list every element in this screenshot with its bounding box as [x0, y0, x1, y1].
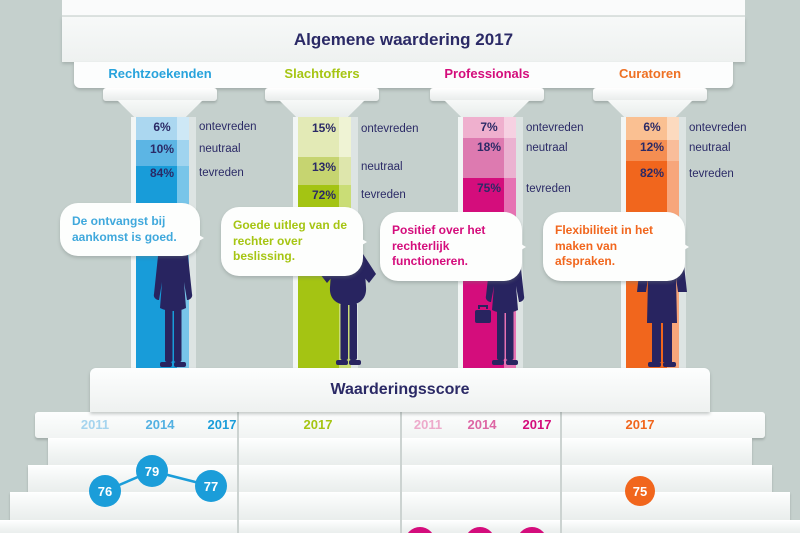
pct-label: 15%: [311, 121, 337, 135]
pillar-capital: [117, 100, 203, 117]
quote-bubble-professionals: Positief over het rechterlijk functioner…: [380, 212, 526, 281]
pct-label: 75%: [476, 181, 502, 195]
pct-label: 7%: [480, 120, 498, 134]
pillar-capital: [607, 100, 693, 117]
score-section-title: Waarderingsscore: [330, 381, 470, 398]
pct-label: 13%: [311, 160, 337, 174]
quote-text: De ontvangst bij aankomst is goed.: [72, 214, 177, 244]
year-label: 2011: [80, 417, 110, 432]
legend-label: tevreden: [199, 167, 244, 179]
pillar-capital: [430, 88, 544, 101]
pillar-capital: [265, 88, 379, 101]
pct-label: 18%: [476, 140, 502, 154]
column-divider: [560, 412, 562, 533]
top-cornice: [62, 0, 745, 17]
quote-text: Positief over het rechterlijk functioner…: [392, 223, 486, 269]
score-section-band: Waarderingsscore: [90, 368, 710, 412]
page-title: Algemene waardering 2017: [293, 30, 514, 49]
legend-label: tevreden: [689, 168, 734, 180]
bar-segment-neutraal: [621, 140, 679, 161]
legend-label: tevreden: [526, 183, 571, 195]
bar-segment-ontevreden: [131, 117, 189, 140]
pct-label: 82%: [639, 166, 665, 180]
legend-label: neutraal: [526, 142, 568, 154]
quote-bubble-slachtoffers: Goede uitleg van de rechter over besliss…: [221, 207, 367, 276]
quote-text: Goede uitleg van de rechter over besliss…: [233, 218, 348, 264]
pct-label: 6%: [643, 120, 661, 134]
pct-label: 10%: [149, 142, 175, 156]
quote-bubble-rechtzoekenden: De ontvangst bij aankomst is goed.: [60, 203, 204, 257]
year-label: 2017: [625, 417, 655, 432]
legend-label: tevreden: [361, 189, 406, 201]
pillar-capital: [444, 100, 530, 117]
bar-segment-ontevreden: [458, 117, 516, 138]
pct-label: 84%: [149, 166, 175, 180]
year-label: 2017: [303, 417, 333, 432]
column-divider: [237, 412, 239, 533]
quote-bubble-curatoren: Flexibiliteit in het maken van afspraken…: [543, 212, 689, 281]
person-silhouette-rechtzoekende: [144, 221, 200, 368]
column-title-rechtzoekenden: Rechtzoekenden: [108, 66, 212, 81]
pillar-capital: [593, 88, 707, 101]
pillar-capital: [103, 88, 217, 101]
bar-segment-ontevreden: [621, 117, 679, 140]
names-band: [74, 62, 733, 88]
legend-label: neutraal: [361, 161, 403, 173]
column-divider: [400, 412, 402, 533]
legend-label: neutraal: [689, 142, 731, 154]
legend-label: ontevreden: [526, 122, 584, 134]
legend-label: ontevreden: [361, 123, 419, 135]
legend-label: neutraal: [199, 143, 241, 155]
year-label: 2014: [467, 417, 497, 432]
year-label: 2017: [207, 417, 237, 432]
title-band: Algemene waardering 2017: [62, 17, 745, 62]
column-title-slachtoffers: Slachtoffers: [284, 66, 360, 81]
pct-label: 72%: [311, 188, 337, 202]
legend-label: ontevreden: [689, 122, 747, 134]
pillar-capital: [279, 100, 365, 117]
pct-label: 6%: [153, 120, 171, 134]
year-label: 2017: [522, 417, 552, 432]
pct-label: 12%: [639, 140, 665, 154]
legend-label: ontevreden: [199, 121, 257, 133]
year-label: 2011: [413, 417, 443, 432]
column-title-professionals: Professionals: [444, 66, 530, 81]
year-label: 2014: [145, 417, 175, 432]
column-title-curatoren: Curatoren: [618, 66, 682, 81]
quote-text: Flexibiliteit in het maken van afspraken…: [555, 223, 654, 269]
